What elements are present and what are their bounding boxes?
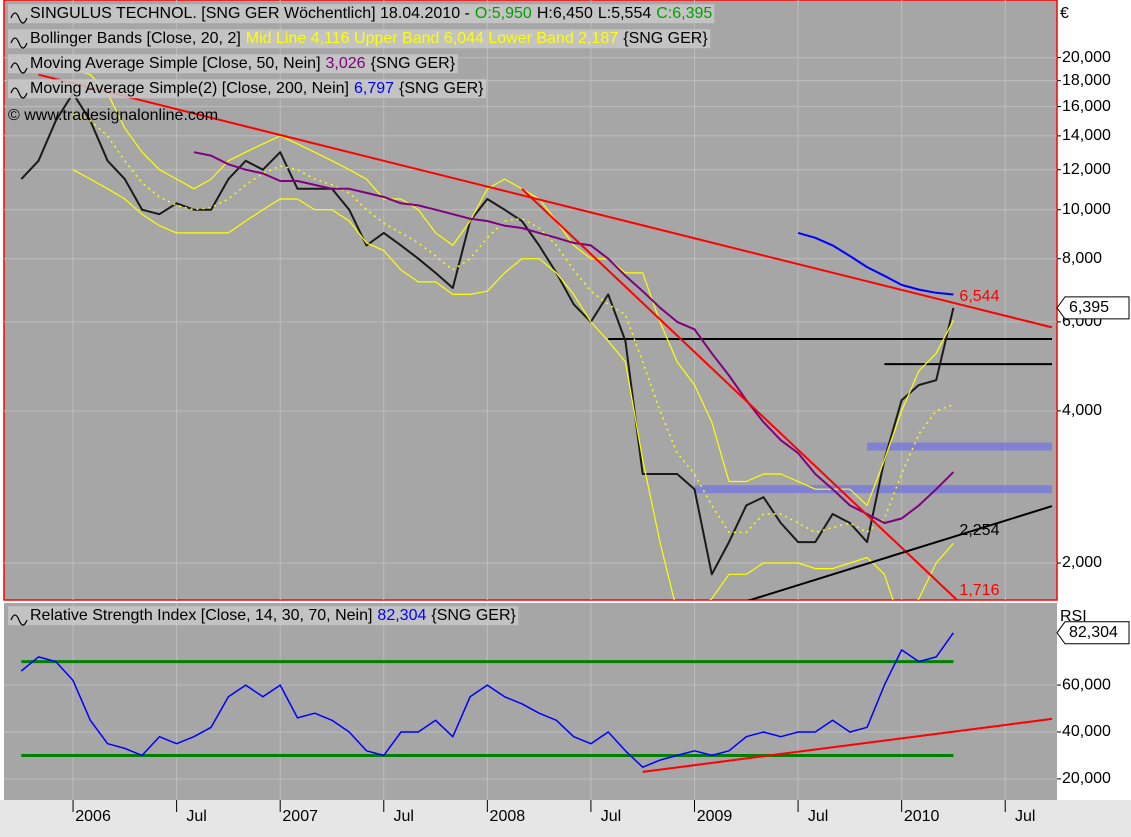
legend-entry: Bollinger Bands [Close, 20, 2] Mid Line 4… [30,30,708,47]
source-label: © www.tradesignalonline.com [8,107,218,124]
series-line [20,632,955,768]
legend-text: L:5,554 [598,5,651,22]
legend-background [8,29,711,49]
legend-icon [10,87,28,99]
legend-text: Relative Strength Index [Close, 14, 30, … [30,607,372,624]
legend-entry: Moving Average Simple [Close, 50, Nein] 3… [30,55,456,72]
x-tick-label: 2009 [697,808,733,825]
x-tick-label: Jul [186,808,206,825]
series-line [797,231,954,296]
legend-text: C:6,395 [656,5,712,22]
legend-text: Bollinger Bands [Close, 20, 2] [30,30,241,47]
legend-text: {SNG GER} [371,55,456,72]
legend-text: {SNG GER} [431,607,516,624]
x-tick-label: 2008 [490,808,526,825]
legend-icon [10,37,28,49]
legend-entry: Relative Strength Index [Close, 14, 30, … [30,607,516,624]
zone [867,442,1052,451]
x-tick-label: Jul [394,808,414,825]
x-tick-label: 2010 [904,808,940,825]
legend-text: Moving Average Simple [Close, 50, Nein] [30,55,321,72]
y-tick-label: 10,000 [1062,201,1111,218]
x-tick-label: 2007 [282,808,318,825]
y-tick-label: 2,000 [1062,554,1102,571]
trend-label: 1,716 [959,582,999,599]
y-tick-label: 4,000 [1062,402,1102,419]
legend-background [8,54,458,74]
trend-line [38,73,1053,329]
y-tick-label: 60,000 [1062,676,1111,693]
trend-line [746,505,1053,600]
y-tick-label: 16,000 [1062,98,1111,115]
y-tick-label: 20,000 [1062,770,1111,787]
legend-entry: SINGULUS TECHNOL. [SNG GER Wöchentlich] … [30,5,712,22]
x-tick-label: Jul [1015,808,1035,825]
legend-background [8,79,487,99]
series-line [193,151,955,524]
x-tick-label: Jul [601,808,621,825]
trend-label: 2,254 [959,522,999,539]
legend-text: H:6,450 [537,5,593,22]
last-value-box [1056,296,1130,320]
legend-text: 82,304 [377,607,426,624]
y-tick-label: 20,000 [1062,49,1111,66]
legend-icon [10,614,28,626]
y-tick-label: 8,000 [1062,250,1102,267]
legend-background [8,606,519,626]
axis-unit: RSI [1060,608,1087,625]
legend-text: Mid Line 4,116 Upper Band 6,044 Lower Ba… [246,30,619,47]
y-tick-label: 14,000 [1062,127,1111,144]
plot-area [4,0,1057,600]
legend-text: {SNG GER} [623,30,708,47]
trend-line [521,188,959,600]
legend-icon [10,62,28,74]
y-tick-label: 40,000 [1062,723,1111,740]
legend-text: O:5,950 [475,5,532,22]
trend-line [642,717,1053,773]
legend-text: 6,797 [354,80,394,97]
series-line [72,112,954,534]
y-tick-label: 12,000 [1062,161,1111,178]
legend-entry: Moving Average Simple(2) [Close, 200, Ne… [30,80,484,97]
trend-label: 6,544 [959,288,999,305]
series-line [72,68,954,506]
legend-text: Moving Average Simple(2) [Close, 200, Ne… [30,80,349,97]
last-value-box [1056,621,1130,645]
legend-text: 3,026 [326,55,366,72]
x-tick-label: 2006 [75,808,111,825]
plot-area [4,603,1057,800]
price-panel [3,0,1058,601]
series-line [20,92,955,576]
x-tick-label: Jul [808,808,828,825]
legend-text: SINGULUS TECHNOL. [SNG GER Wöchentlich] … [30,5,470,22]
time-axis [0,800,1131,837]
axis-unit: € [1060,5,1069,22]
legend-background [8,4,715,24]
last-value-label: 82,304 [1069,624,1118,641]
legend-icon [10,12,28,24]
last-value-label: 6,395 [1069,299,1109,316]
legend-text: {SNG GER} [399,80,484,97]
series-line [72,169,954,600]
y-tick-label: 18,000 [1062,72,1111,89]
rsi-panel [4,603,1057,800]
